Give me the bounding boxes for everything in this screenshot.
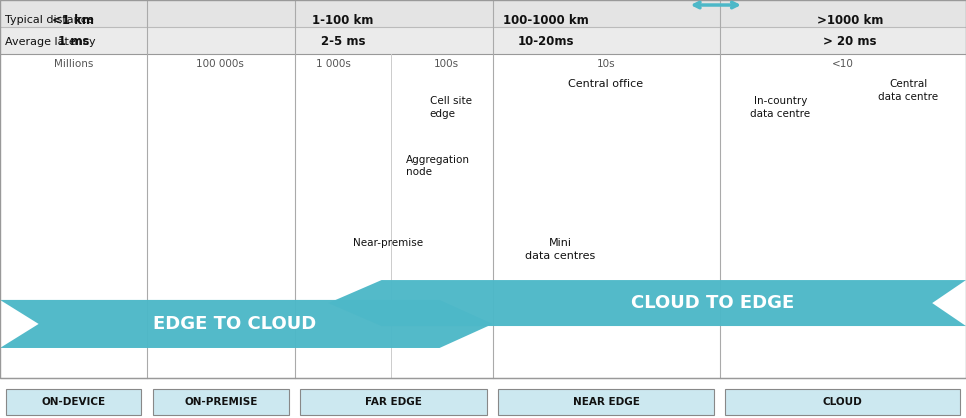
Text: NEAR EDGE: NEAR EDGE: [573, 398, 639, 407]
Text: Aggregation
node: Aggregation node: [406, 155, 469, 177]
Bar: [295, 54, 493, 378]
Text: 2-5 ms: 2-5 ms: [321, 35, 365, 48]
Text: <1 km: <1 km: [52, 13, 95, 27]
Text: FAR EDGE: FAR EDGE: [365, 398, 422, 407]
Bar: [720, 54, 966, 378]
Text: 100-1000 km: 100-1000 km: [503, 13, 588, 27]
Text: Cell site
edge: Cell site edge: [430, 96, 471, 119]
Bar: [498, 389, 714, 415]
Text: 100 000s: 100 000s: [196, 59, 244, 69]
Text: Typical distance: Typical distance: [5, 15, 94, 25]
Text: Mini
data centres: Mini data centres: [526, 238, 595, 261]
Text: 1 ms: 1 ms: [58, 35, 89, 48]
Bar: [147, 54, 295, 378]
Text: Central
data centre: Central data centre: [878, 79, 938, 102]
Bar: [6, 389, 141, 415]
Text: >1000 km: >1000 km: [817, 13, 883, 27]
Text: Millions: Millions: [54, 59, 93, 69]
Text: CLOUD TO EDGE: CLOUD TO EDGE: [631, 294, 794, 312]
Text: 10-20ms: 10-20ms: [518, 35, 574, 48]
Text: <10: <10: [832, 59, 853, 69]
Text: ON-DEVICE: ON-DEVICE: [42, 398, 105, 407]
Text: EDGE: EDGE: [663, 0, 690, 1]
Text: ON-PREMISE: ON-PREMISE: [185, 398, 257, 407]
Text: 100s: 100s: [434, 59, 459, 69]
Text: Near-premise: Near-premise: [353, 238, 423, 248]
Bar: [153, 389, 289, 415]
Text: > 20 ms: > 20 ms: [823, 35, 877, 48]
Text: 1 000s: 1 000s: [316, 59, 351, 69]
Text: EDGE TO CLOUD: EDGE TO CLOUD: [153, 315, 316, 333]
Polygon shape: [328, 280, 966, 326]
Text: 1-100 km: 1-100 km: [312, 13, 374, 27]
Text: CLOUD: CLOUD: [720, 0, 754, 1]
Text: Central office: Central office: [568, 79, 643, 89]
Bar: [493, 54, 720, 378]
Bar: [300, 389, 487, 415]
Bar: [0, 54, 147, 378]
Text: 10s: 10s: [596, 59, 615, 69]
Bar: [0, 27, 966, 54]
Text: Average latency: Average latency: [5, 37, 96, 47]
Text: CLOUD: CLOUD: [823, 398, 863, 407]
Polygon shape: [0, 300, 493, 348]
Bar: [725, 389, 960, 415]
Bar: [0, 0, 966, 27]
Text: In-country
data centre: In-country data centre: [751, 96, 810, 119]
